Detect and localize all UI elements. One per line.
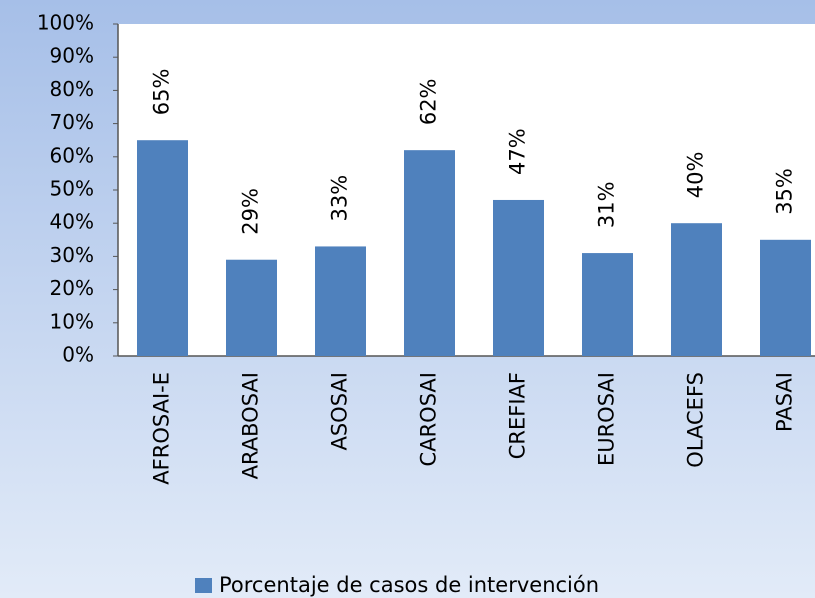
- data-label: 35%: [773, 168, 797, 215]
- y-tick-label: 30%: [50, 243, 94, 267]
- x-tick-label: CREFIAF: [506, 372, 530, 459]
- y-tick-label: 60%: [50, 143, 94, 167]
- y-tick-label: 50%: [50, 177, 94, 201]
- y-tick-label: 10%: [50, 309, 94, 333]
- y-tick-label: 90%: [50, 44, 94, 68]
- bar: [760, 239, 811, 356]
- legend-label: Porcentaje de casos de intervención: [219, 573, 599, 597]
- x-tick-label: EUROSAI: [595, 372, 619, 466]
- y-tick-label: 70%: [50, 110, 94, 134]
- data-label: 65%: [150, 69, 174, 116]
- bar: [671, 223, 722, 356]
- x-tick-label: ARABOSAI: [239, 372, 263, 479]
- bar: [493, 199, 544, 356]
- y-tick-label: 40%: [50, 210, 94, 234]
- bar: [137, 140, 188, 356]
- x-tick-label: PASAI: [773, 372, 797, 432]
- data-label: 40%: [684, 152, 708, 199]
- x-tick-label: OLACEFS: [684, 372, 708, 468]
- x-tick-label: CAROSAI: [417, 372, 441, 466]
- bar: [315, 246, 366, 356]
- y-tick-label: 0%: [62, 343, 94, 367]
- y-tick-label: 80%: [50, 77, 94, 101]
- data-label: 62%: [417, 78, 441, 125]
- bar: [582, 253, 633, 356]
- bar: [226, 259, 277, 356]
- data-label: 29%: [239, 188, 263, 235]
- x-tick-label: AFROSAI-E: [150, 372, 174, 485]
- legend-swatch: [195, 578, 212, 593]
- data-label: 31%: [595, 181, 619, 228]
- data-label: 47%: [506, 128, 530, 175]
- bar: [404, 150, 455, 356]
- y-tick-label: 100%: [37, 11, 94, 35]
- data-label: 33%: [328, 175, 352, 222]
- x-tick-label: ASOSAI: [328, 372, 352, 451]
- y-tick-label: 20%: [50, 276, 94, 300]
